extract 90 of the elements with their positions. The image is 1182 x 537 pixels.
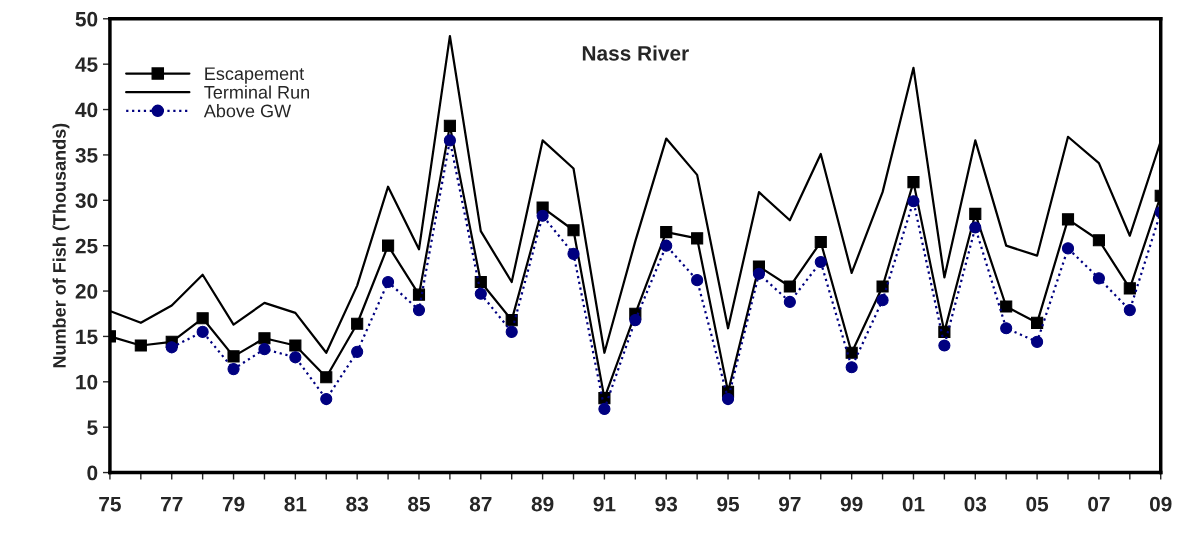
- x-tick-label: 77: [161, 496, 183, 512]
- x-tick-label: 05: [1026, 496, 1049, 512]
- point: [629, 314, 642, 327]
- point: [1092, 234, 1105, 247]
- point: [598, 402, 611, 416]
- point: [660, 239, 673, 252]
- x-tick-label: 87: [469, 496, 492, 512]
- legend-label: Above GW: [203, 104, 292, 118]
- point: [351, 345, 364, 358]
- point: [969, 207, 982, 220]
- point: [814, 255, 827, 269]
- point: [289, 351, 302, 364]
- y-tick-label: 50: [75, 11, 98, 27]
- y-tick-label: 10: [76, 374, 98, 390]
- point: [258, 332, 271, 345]
- point: [443, 119, 456, 132]
- point: [289, 339, 302, 352]
- point: [814, 235, 827, 249]
- point: [196, 325, 209, 338]
- point: [1123, 304, 1136, 317]
- point: [505, 325, 518, 338]
- point: [907, 176, 920, 189]
- point: [783, 295, 796, 309]
- x-tick-label: 07: [1088, 496, 1110, 512]
- point: [474, 275, 487, 289]
- point: [134, 339, 147, 352]
- y-tick-label: 35: [75, 147, 98, 163]
- point: [412, 304, 426, 317]
- x-tick-label: 75: [99, 496, 121, 512]
- point: [1092, 272, 1105, 285]
- point: [536, 209, 549, 222]
- point: [752, 267, 766, 280]
- point: [1123, 282, 1136, 295]
- point: [320, 392, 333, 406]
- point: [783, 280, 796, 293]
- x-tick-label: 83: [346, 496, 369, 512]
- y-tick-label: 0: [87, 465, 98, 481]
- x-tick-label: 85: [408, 496, 430, 512]
- point: [474, 287, 487, 300]
- x-tick-label: 91: [593, 496, 616, 512]
- legend-label: Escapement: [205, 67, 305, 84]
- point: [969, 221, 982, 234]
- y-tick-label: 30: [75, 193, 98, 209]
- x-tick-label: 09: [1149, 496, 1172, 512]
- point: [382, 275, 395, 289]
- y-tick-label: 15: [76, 329, 98, 345]
- x-tick-label: 97: [778, 496, 801, 512]
- point: [1031, 335, 1044, 348]
- point: [1061, 213, 1075, 226]
- point: [567, 247, 580, 260]
- point: [1031, 316, 1044, 329]
- legend-label: Terminal Run: [204, 85, 309, 99]
- x-tick-label: 81: [284, 496, 307, 512]
- y-axis-title: Number of Fish (Thousands): [52, 123, 70, 368]
- x-tick-label: 79: [222, 496, 245, 512]
- x-tick-label: 99: [840, 496, 863, 512]
- y-tick-label: 40: [75, 102, 98, 118]
- y-tick-label: 25: [75, 238, 98, 254]
- point: [845, 361, 858, 374]
- point: [1000, 322, 1013, 335]
- point: [660, 225, 673, 239]
- y-tick-label: 45: [75, 57, 98, 72]
- point: [227, 363, 240, 376]
- x-tick-label: 03: [964, 496, 987, 512]
- point: [351, 317, 364, 330]
- point: [165, 341, 178, 354]
- point: [907, 195, 920, 208]
- y-tick-label: 5: [87, 420, 98, 435]
- point: [320, 371, 333, 384]
- point: [443, 134, 456, 147]
- point: [227, 350, 240, 363]
- x-tick-label: 01: [902, 496, 925, 512]
- point: [196, 312, 209, 325]
- x-tick-label: 95: [717, 496, 740, 512]
- point: [691, 274, 704, 287]
- point: [876, 280, 889, 293]
- point: [876, 294, 889, 307]
- x-tick-label: 93: [655, 496, 678, 512]
- point: [1061, 242, 1075, 255]
- point: [1000, 300, 1013, 313]
- point: [258, 343, 271, 356]
- point: [567, 224, 580, 237]
- text: Nass River: [582, 45, 689, 61]
- point: [412, 288, 426, 301]
- point: [721, 392, 735, 406]
- point: [691, 232, 704, 245]
- point: [938, 339, 951, 352]
- point: [382, 239, 395, 252]
- x-tick-label: 89: [531, 496, 554, 512]
- y-tick-label: 20: [75, 284, 98, 299]
